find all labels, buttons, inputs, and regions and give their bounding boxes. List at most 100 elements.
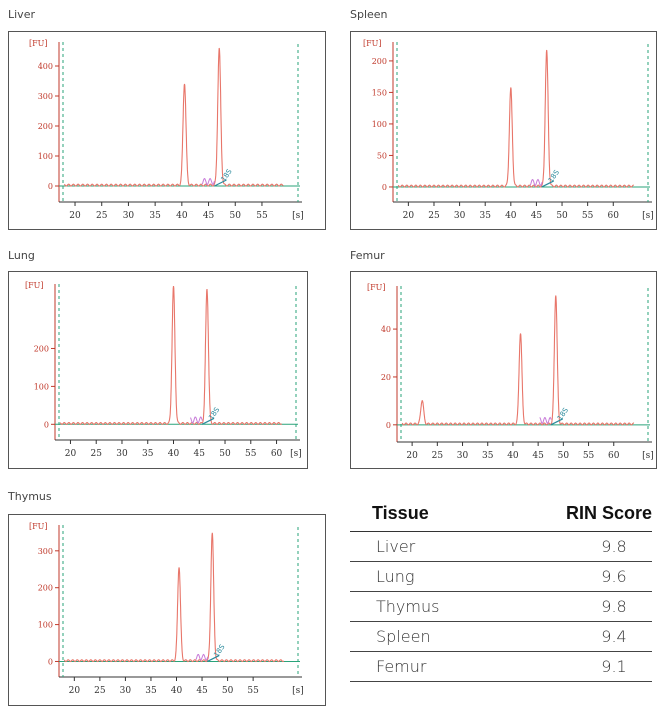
x-tick-label: 30 <box>454 211 466 221</box>
x-tick-label: 40 <box>505 211 517 221</box>
x-tick-label: 20 <box>65 449 77 459</box>
rin-score-table: Tissue RIN Score Liver 9.8 Lung 9.6 Thymus… <box>350 503 652 682</box>
tissue-cell: Thymus <box>376 597 440 616</box>
y-tick-label: 100 <box>38 152 53 161</box>
tissue-cell: Spleen <box>376 627 431 646</box>
trace-line <box>401 295 635 426</box>
x-tick-label: 30 <box>120 686 132 696</box>
y-tick-label: 100 <box>34 382 49 391</box>
column-header-rin-score: RIN Score <box>565 503 652 523</box>
y-tick-label: 0 <box>382 183 387 192</box>
x-tick-label: 50 <box>230 211 242 221</box>
x-axis-unit: [s] <box>292 211 304 221</box>
x-axis-unit: [s] <box>292 686 304 696</box>
x-tick-label: 25 <box>96 211 108 221</box>
x-tick-label: 50 <box>219 449 231 459</box>
table-row: Spleen 9.4 <box>350 622 652 652</box>
x-tick-label: 35 <box>482 451 494 461</box>
marker-tick <box>214 179 227 187</box>
table-row: Thymus 9.8 <box>350 592 652 622</box>
rin-cell: 9.4 <box>601 627 627 646</box>
x-tick-label: 45 <box>194 449 206 459</box>
x-tick-label: 45 <box>203 211 215 221</box>
table-row: Femur 9.1 <box>350 652 652 682</box>
trace-line <box>397 49 634 188</box>
y-tick-label: 0 <box>48 182 53 191</box>
x-tick-label: 20 <box>403 211 415 221</box>
x-tick-label: 45 <box>532 451 544 461</box>
x-tick-label: 50 <box>556 211 568 221</box>
y-tick-label: 200 <box>38 122 53 131</box>
x-tick-label: 20 <box>69 211 81 221</box>
x-tick-label: 55 <box>247 686 259 696</box>
y-axis-unit: [FU] <box>29 522 48 531</box>
x-tick-label: 55 <box>583 451 595 461</box>
x-tick-label: 60 <box>608 211 620 221</box>
fragment-trace <box>190 416 203 424</box>
y-tick-label: 300 <box>38 547 53 556</box>
liver-electropherogram: [FU] 0 100 200 300 400 20 25 30 35 40 45 50 55 [s] 18S <box>29 39 304 221</box>
liver-panel-title: Liver <box>8 8 35 21</box>
spleen-chart: [FU] 0 50 100 150 200 20 25 30 35 40 45 50 55 60 [s] 18S <box>350 31 657 230</box>
x-tick-label: 35 <box>142 449 154 459</box>
marker-label: 18S <box>547 168 562 184</box>
thymus-chart: [FU] 0 100 200 300 20 25 30 35 40 45 50 55 [s] 18S <box>8 514 326 706</box>
y-tick-label: 0 <box>386 421 391 430</box>
y-tick-label: 40 <box>381 325 391 334</box>
marker-tick <box>207 654 220 663</box>
lung-chart: [FU] 0 100 200 20 25 30 35 40 45 50 55 60 [s] 18S <box>8 271 308 469</box>
y-tick-label: 400 <box>38 62 53 71</box>
femur-panel-title: Femur <box>350 249 385 262</box>
y-tick-label: 50 <box>377 151 387 160</box>
x-axis-unit: [s] <box>642 211 654 221</box>
spleen-panel-title: Spleen <box>350 8 388 21</box>
x-tick-label: 25 <box>428 211 440 221</box>
lung-electropherogram: [FU] 0 100 200 20 25 30 35 40 45 50 55 60 [s] 18S <box>25 281 302 459</box>
y-axis-unit: [FU] <box>363 39 382 48</box>
y-tick-label: 150 <box>372 88 387 97</box>
x-tick-label: 25 <box>94 686 106 696</box>
trace-line <box>63 532 285 663</box>
x-tick-label: 35 <box>145 686 157 696</box>
y-tick-label: 200 <box>34 344 49 353</box>
x-tick-label: 45 <box>196 686 208 696</box>
femur-chart: [FU] 0 20 40 20 25 30 35 40 45 50 55 60 [s] 18S <box>350 271 657 469</box>
x-tick-label: 40 <box>507 451 519 461</box>
fragment-trace <box>529 178 543 187</box>
tissue-cell: Lung <box>376 567 415 586</box>
y-tick-label: 300 <box>38 92 53 101</box>
table-header: Tissue RIN Score <box>350 503 652 532</box>
thymus-panel-title: Thymus <box>8 490 52 503</box>
marker-label: 18S <box>207 405 222 421</box>
x-tick-label: 60 <box>271 449 283 459</box>
x-tick-label: 40 <box>171 686 183 696</box>
x-tick-label: 55 <box>582 211 594 221</box>
trace-line <box>59 286 283 425</box>
y-tick-label: 0 <box>44 420 49 429</box>
marker-tick <box>541 180 555 188</box>
marker-label: 18S <box>556 406 571 422</box>
table-row: Lung 9.6 <box>350 562 652 592</box>
tissue-cell: Femur <box>376 657 427 676</box>
x-tick-label: 20 <box>69 686 81 696</box>
x-tick-label: 30 <box>116 449 128 459</box>
marker-tick <box>201 417 215 425</box>
x-tick-label: 30 <box>123 211 135 221</box>
y-tick-label: 0 <box>48 657 53 666</box>
marker-label: 18S <box>220 167 235 183</box>
x-tick-label: 25 <box>432 451 444 461</box>
tissue-cell: Liver <box>376 537 416 556</box>
spleen-electropherogram: [FU] 0 50 100 150 200 20 25 30 35 40 45 50 55 60 [s] 18S <box>363 39 654 221</box>
x-tick-label: 50 <box>222 686 234 696</box>
x-axis-unit: [s] <box>642 451 654 461</box>
trace-line <box>63 47 284 187</box>
x-tick-label: 30 <box>457 451 469 461</box>
x-tick-label: 55 <box>256 211 268 221</box>
y-tick-label: 20 <box>381 373 391 382</box>
marker-label: 18S <box>212 643 227 659</box>
y-tick-label: 100 <box>38 621 53 630</box>
x-tick-label: 50 <box>558 451 570 461</box>
x-tick-label: 35 <box>149 211 161 221</box>
rin-cell: 9.8 <box>601 537 627 556</box>
femur-electropherogram: [FU] 0 20 40 20 25 30 35 40 45 50 55 60 [s] 18S <box>367 283 654 461</box>
